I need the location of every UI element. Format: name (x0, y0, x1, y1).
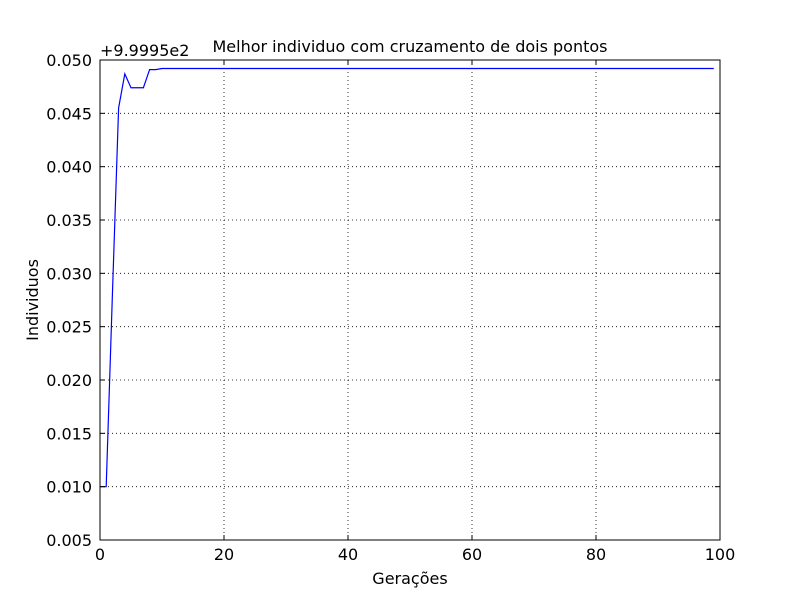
series-line (100, 67, 714, 488)
y-tick-label: 0.040 (46, 158, 92, 177)
y-tick-label: 0.010 (46, 478, 92, 497)
x-tick-label: 100 (705, 545, 736, 564)
y-tick-label: 0.015 (46, 424, 92, 443)
y-axis-label: Individuos (23, 259, 42, 341)
y-tick-label: 0.030 (46, 264, 92, 283)
y-tick-label: 0.035 (46, 211, 92, 230)
x-axis-label: Gerações (372, 569, 447, 588)
y-offset-label: +9.9995e2 (100, 41, 189, 60)
chart-title: Melhor individuo com cruzamento de dois … (212, 37, 607, 56)
y-tick-label: 0.005 (46, 531, 92, 550)
plot-frame (99, 59, 721, 541)
y-tick-label: 0.050 (46, 51, 92, 70)
y-tick-label: 0.025 (46, 318, 92, 337)
y-tick-label: 0.045 (46, 104, 92, 123)
series-layer (100, 67, 714, 488)
x-tick-label: 80 (586, 545, 606, 564)
x-tick-label: 40 (338, 545, 358, 564)
axis-ticks: 0 20 40 60 80 100 0.005 0.010 0.015 0.020 0.025 0.0… (46, 51, 735, 564)
grid-lines (100, 60, 720, 540)
y-tick-label: 0.020 (46, 371, 92, 390)
x-tick-label: 60 (462, 545, 482, 564)
x-tick-label: 20 (214, 545, 234, 564)
x-tick-label: 0 (95, 545, 105, 564)
